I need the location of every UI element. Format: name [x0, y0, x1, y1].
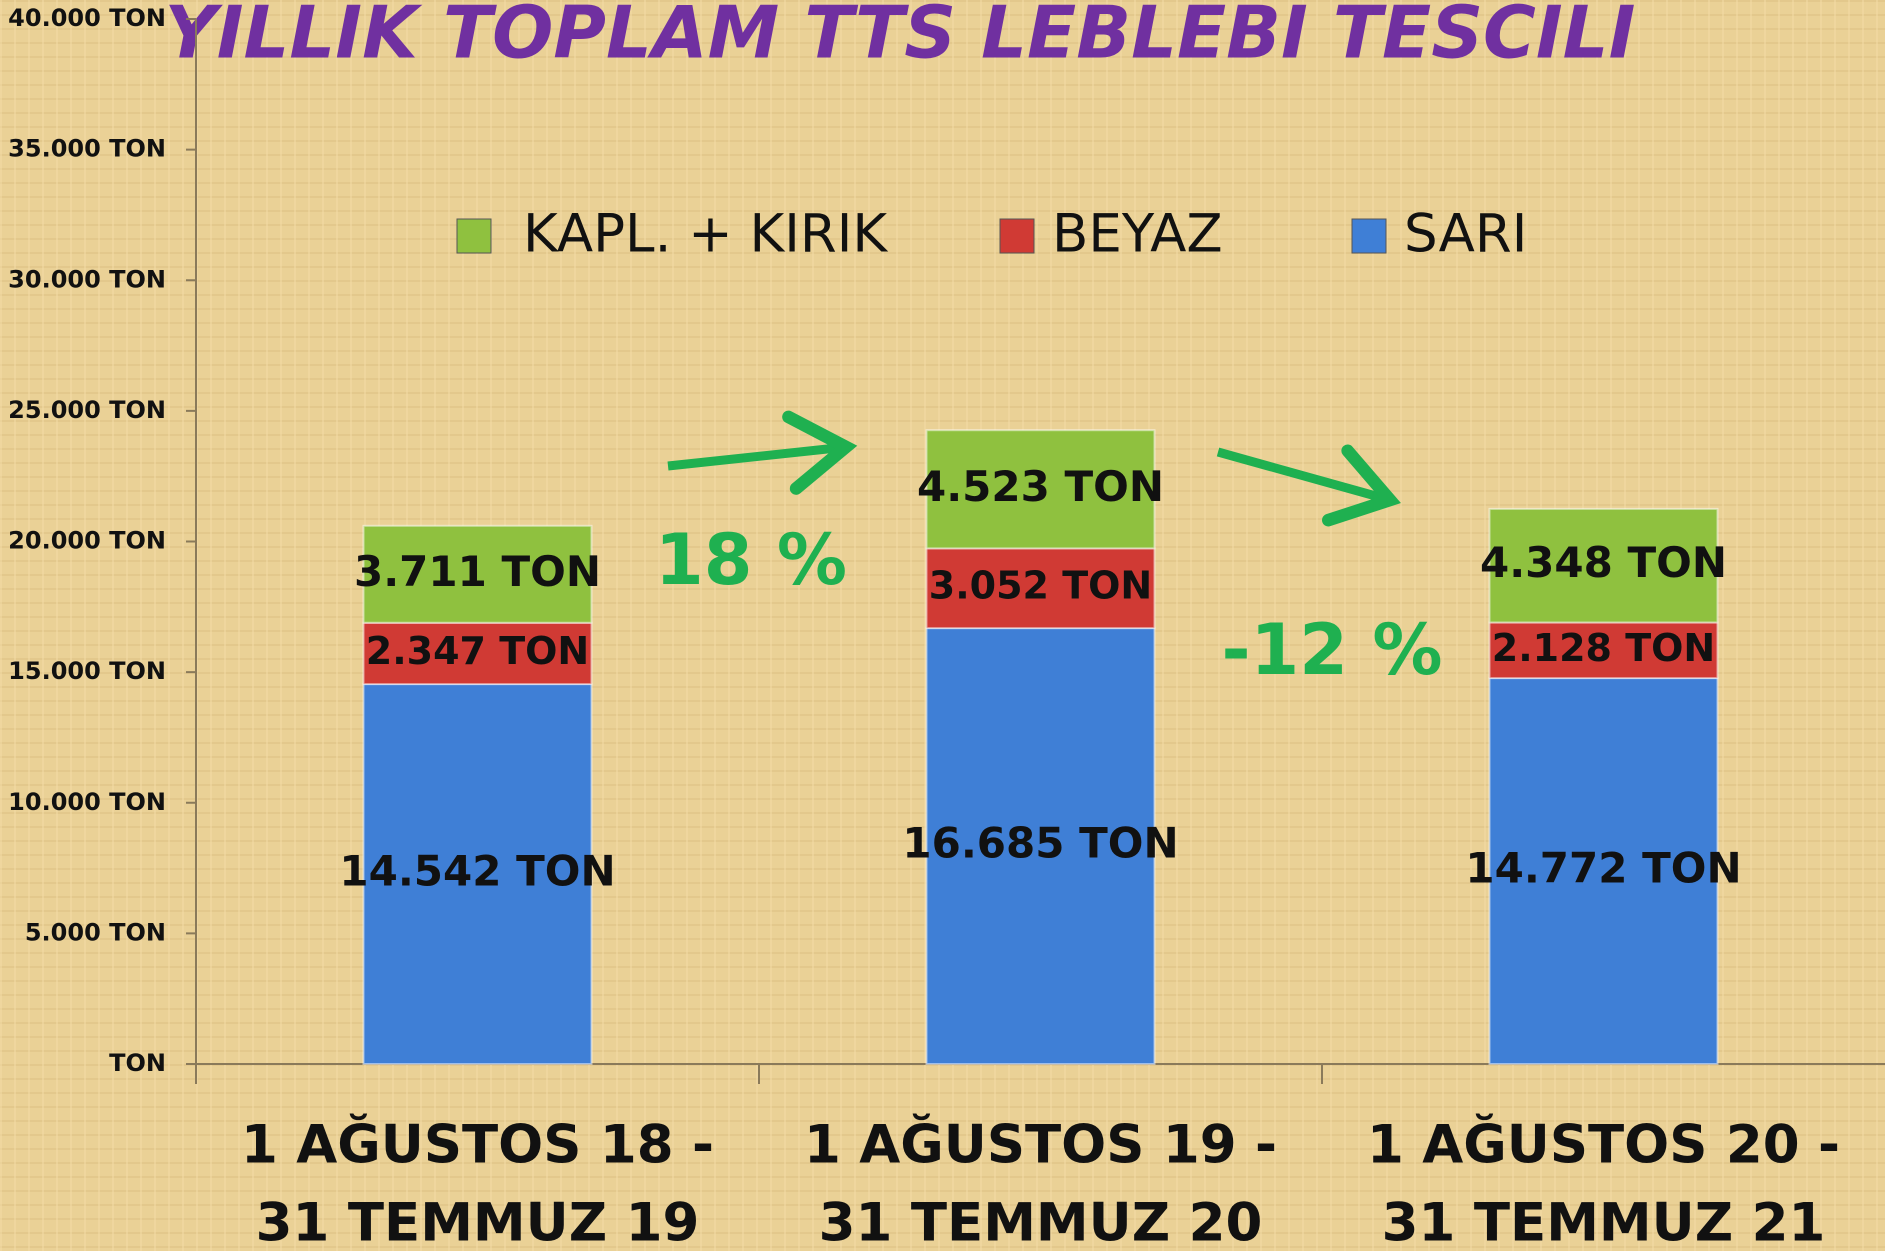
legend-label: SARI [1404, 204, 1527, 265]
annotation: 18 % [655, 519, 847, 601]
bar-segment [925, 547, 1156, 630]
y-tick-label: 35.000 TON [8, 135, 166, 163]
x-tick-label: 31 TEMMUZ 20 [819, 1193, 1263, 1251]
value-label: 4.523 TON [917, 462, 1164, 511]
bar-segment [362, 524, 593, 624]
value-label: 2.128 TON [1492, 626, 1715, 670]
x-tick-label: 1 AĞUSTOS 18 - [241, 1113, 714, 1176]
bar-segment [925, 627, 1156, 1065]
value-label: 14.542 TON [339, 847, 615, 896]
legend-swatch [456, 218, 492, 254]
x-tick-label: 1 AĞUSTOS 19 - [804, 1113, 1277, 1176]
value-label: 4.348 TON [1480, 538, 1727, 587]
legend-label: BEYAZ [1052, 204, 1223, 265]
y-tick-label: 40.000 TON [8, 4, 166, 32]
y-tick-label: 15.000 TON [8, 657, 166, 685]
y-tick-label: 5.000 TON [25, 918, 166, 946]
annotation: -12 % [1222, 609, 1443, 691]
arrow [1216, 444, 1401, 527]
value-label: 16.685 TON [902, 819, 1178, 868]
bar-segment [1488, 507, 1719, 624]
value-label: 3.052 TON [929, 564, 1152, 608]
value-label: 3.711 TON [354, 547, 601, 596]
value-label: 2.347 TON [366, 629, 589, 673]
y-tick-label: 30.000 TON [8, 265, 166, 293]
x-tick-label: 1 AĞUSTOS 20 - [1367, 1113, 1840, 1176]
x-tick-label: 31 TEMMUZ 19 [256, 1193, 700, 1251]
legend-swatch [1351, 218, 1387, 254]
chart-title: YILLIK TOPLAM TTS LEBLEBİ TESCİLİ [165, 0, 1636, 75]
y-tick-label: 10.000 TON [8, 788, 166, 816]
y-tick-label: 25.000 TON [8, 396, 166, 424]
legend-label: KAPL. + KIRIK [523, 204, 888, 265]
x-tick-label: 31 TEMMUZ 21 [1382, 1193, 1826, 1251]
y-tick-label: TON [109, 1049, 166, 1077]
value-label: 14.772 TON [1465, 844, 1741, 893]
legend-swatch [999, 218, 1035, 254]
y-tick-label: 20.000 TON [8, 527, 166, 555]
bar-segment [1488, 677, 1719, 1065]
bar-segment [925, 429, 1156, 550]
arrow [667, 410, 858, 495]
